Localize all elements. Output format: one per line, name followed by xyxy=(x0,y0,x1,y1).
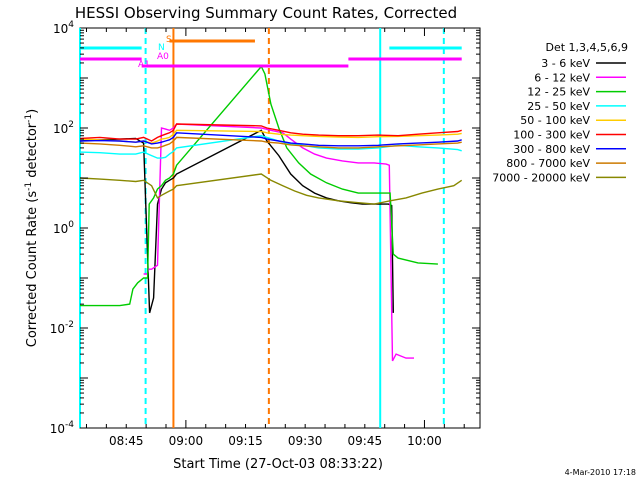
legend-label-3: 25 - 50 keV xyxy=(527,100,590,113)
y-tick-label-3: 102 xyxy=(53,120,74,136)
legend-label-7: 800 - 7000 keV xyxy=(506,157,590,170)
footer-timestamp: 4-Mar-2010 17:18 xyxy=(565,468,636,477)
state-bar-label-1: N xyxy=(158,43,165,53)
series-lines xyxy=(79,65,463,362)
legend-label-5: 100 - 300 keV xyxy=(513,129,590,142)
series-line-4 xyxy=(79,129,462,144)
plot-frame xyxy=(79,27,481,429)
series-line-8 xyxy=(79,173,463,205)
state-bar-label-2: S xyxy=(166,35,172,45)
y-ticks: 10-4 10-2 100 102 104 xyxy=(50,20,480,436)
y-tick-label-0: 10-4 xyxy=(50,420,75,436)
series-line-1 xyxy=(143,123,414,362)
x-tick-label-5: 10:00 xyxy=(407,434,442,448)
x-axis-label: Start Time (27-Oct-03 08:33:22) xyxy=(173,457,383,472)
legend-label-2: 12 - 25 keV xyxy=(527,86,590,99)
y-axis-label: Corrected Count Rate (s-1 detector-1) xyxy=(24,109,40,347)
chart-title: HESSI Observing Summary Count Rates, Cor… xyxy=(75,4,457,22)
legend-label-0: 3 - 6 keV xyxy=(541,57,590,70)
series-line-6 xyxy=(79,132,462,147)
x-tick-label-1: 09:00 xyxy=(169,434,204,448)
state-bars: NS A0 A1 xyxy=(80,35,462,70)
series-line-5 xyxy=(79,123,462,142)
x-tick-label-3: 09:30 xyxy=(288,434,323,448)
series-line-2 xyxy=(80,65,438,307)
state-bar-label-3: A0 xyxy=(157,52,169,62)
x-tick-label-2: 09:15 xyxy=(228,434,263,448)
legend-title: Det 1,3,4,5,6,9 xyxy=(545,41,628,54)
series-line-0 xyxy=(79,129,394,314)
x-tick-label-0: 08:45 xyxy=(109,434,144,448)
legend-label-1: 6 - 12 keV xyxy=(534,71,590,84)
x-tick-label-4: 09:45 xyxy=(348,434,383,448)
series-line-7 xyxy=(79,136,462,149)
legend-label-4: 50 - 100 keV xyxy=(520,114,590,127)
y-tick-label-4: 104 xyxy=(53,20,74,36)
legend-label-8: 7000 - 20000 keV xyxy=(492,171,590,184)
y-tick-label-1: 10-2 xyxy=(50,320,74,336)
vertical-markers xyxy=(79,28,445,428)
y-tick-label-2: 100 xyxy=(53,220,74,236)
x-ticks: 08:45 09:00 09:15 09:30 09:45 10:00 xyxy=(85,28,465,448)
state-bar-label-4: A1 xyxy=(138,60,150,70)
legend-label-6: 300 - 800 keV xyxy=(513,143,590,156)
